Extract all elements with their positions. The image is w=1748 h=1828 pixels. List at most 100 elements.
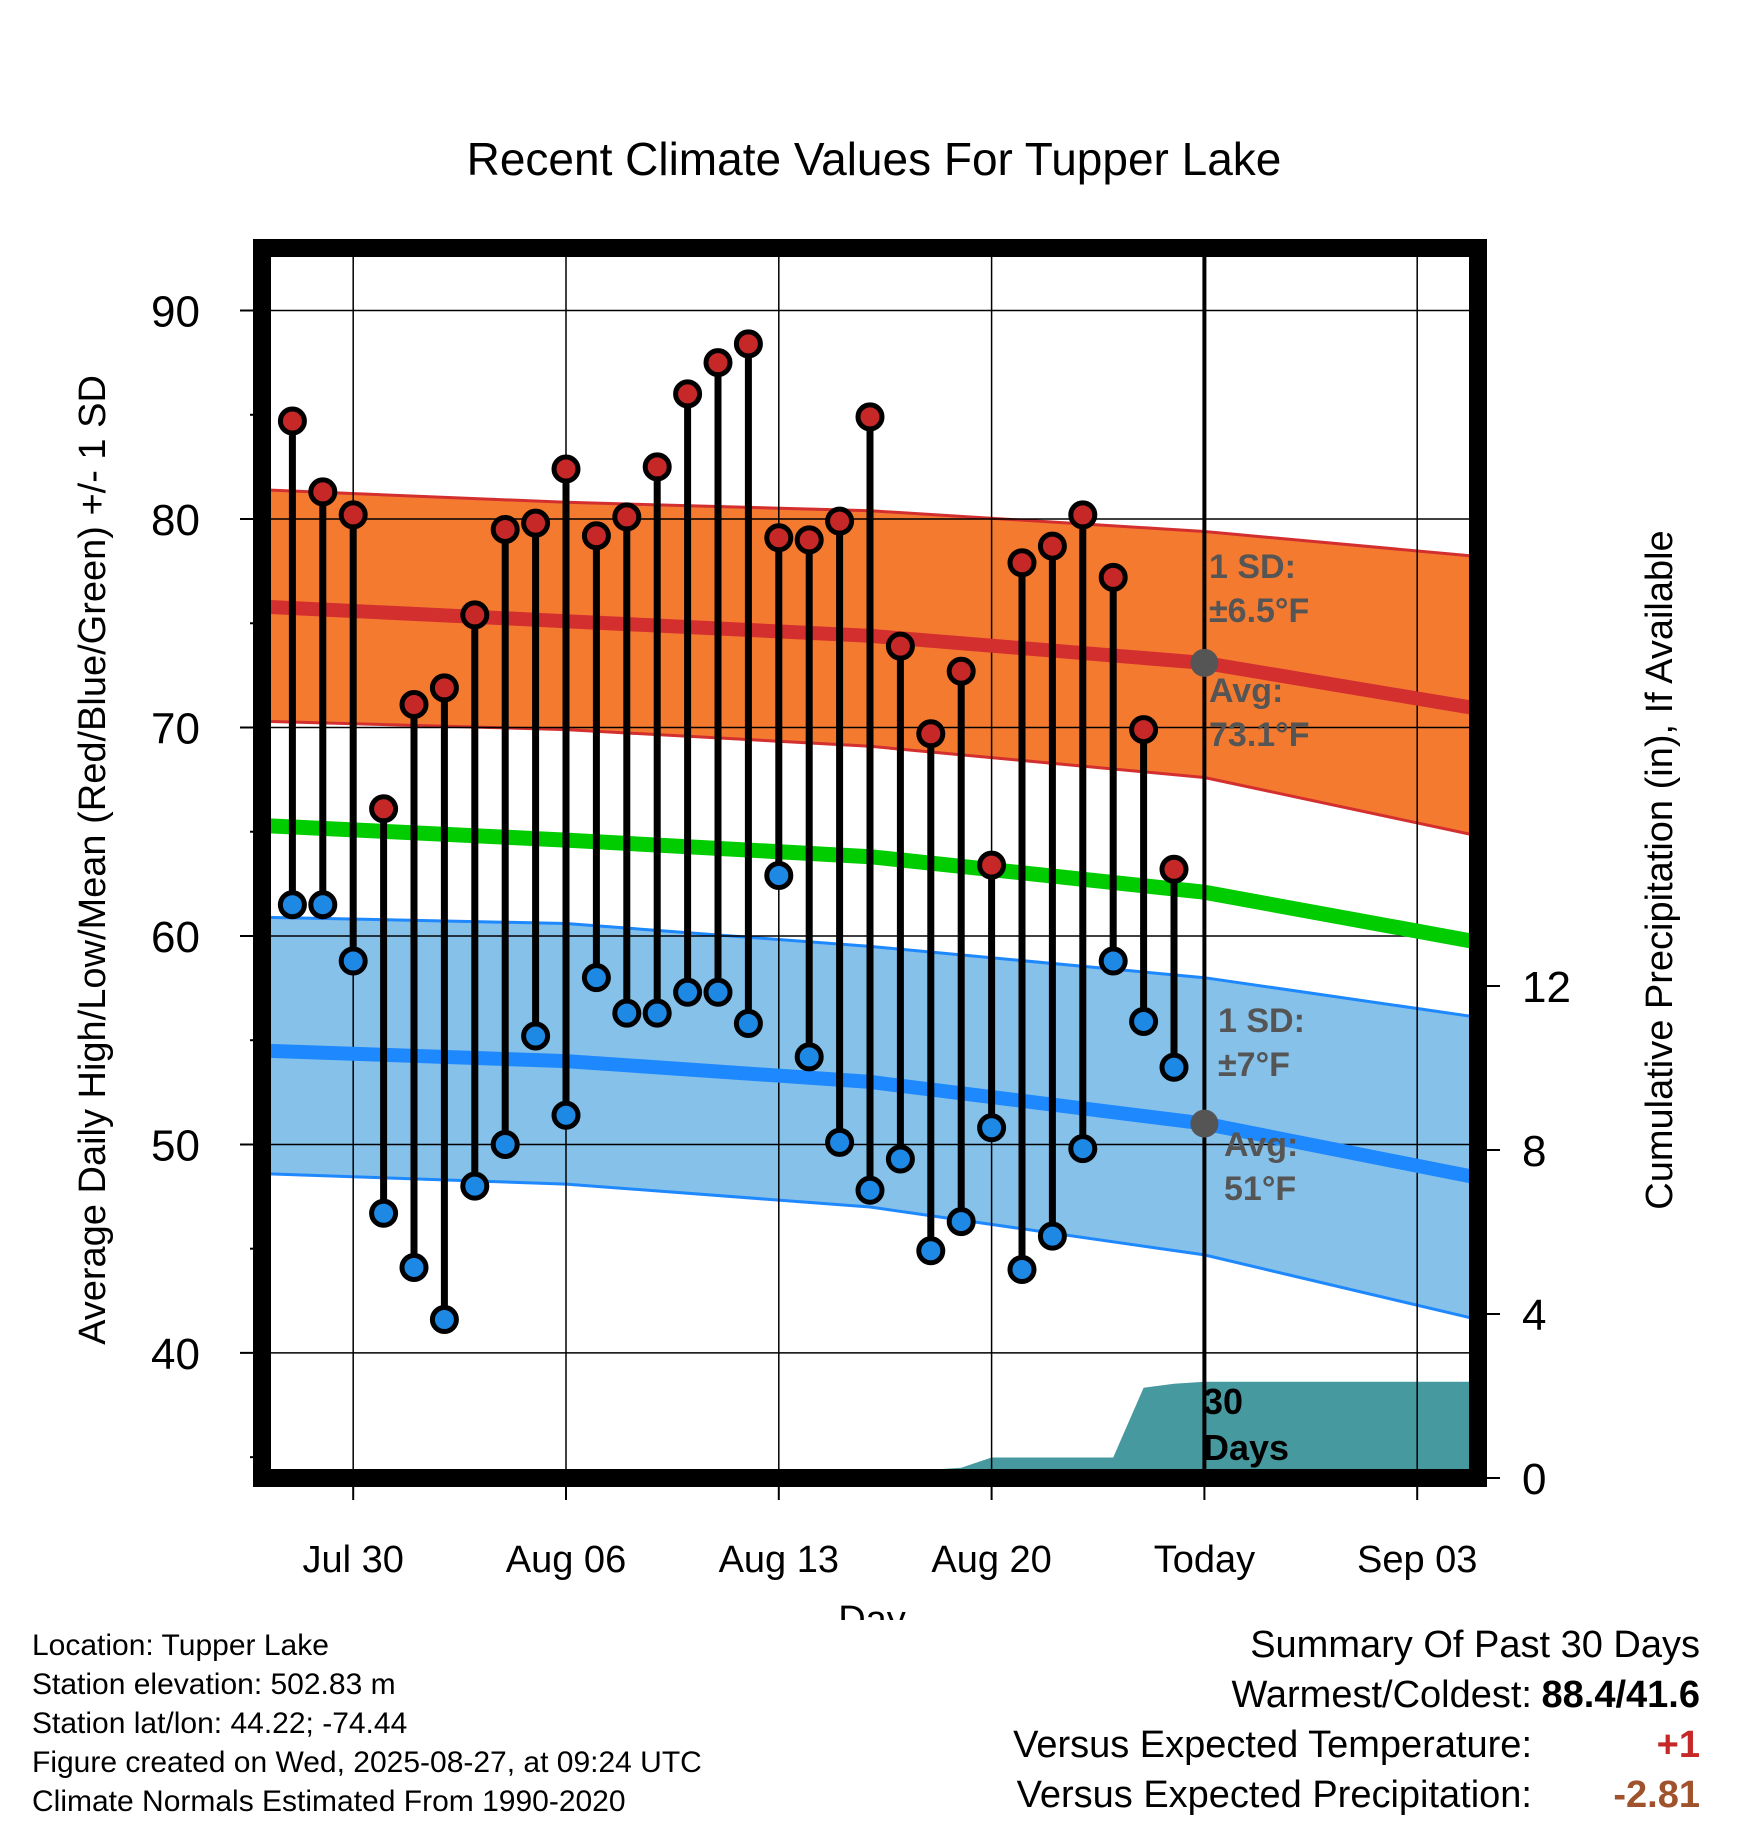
climate-chart: Recent Climate Values For Tupper Lake 1 …: [72, 133, 1681, 1620]
obs-low-point: [551, 1100, 581, 1130]
precip-days-label: Days: [1203, 1427, 1289, 1468]
obs-high-point: [825, 506, 855, 536]
obs-low-point: [521, 1021, 551, 1051]
obs-high-point: [521, 508, 551, 538]
obs-high-point: [1098, 562, 1128, 592]
precip-versus-label: Versus Expected Precipitation:: [1016, 1774, 1532, 1816]
x-tick-label: Aug 06: [506, 1539, 626, 1581]
elevation-text: Station elevation: 502.83 m: [32, 1668, 396, 1701]
precip-days-number: 30: [1203, 1381, 1243, 1422]
obs-low-point: [369, 1198, 399, 1228]
station-info: Location: Tupper Lake Station elevation:…: [32, 1626, 702, 1821]
obs-high-point: [308, 477, 338, 507]
obs-high-point: [855, 402, 885, 432]
obs-high-point: [885, 631, 915, 661]
obs-low-point: [429, 1305, 459, 1335]
obs-high-point: [642, 452, 672, 482]
temp-versus-value: +1: [1656, 1724, 1700, 1766]
y-axis-label: Average Daily High/Low/Mean (Red/Blue/Gr…: [72, 375, 114, 1345]
obs-low-point: [733, 1009, 763, 1039]
y2-tick-label: 4: [1522, 1291, 1546, 1340]
high-sd-label: 1 SD:: [1209, 548, 1296, 586]
obs-low-point: [1037, 1221, 1067, 1251]
obs-low-point: [1068, 1134, 1098, 1164]
obs-high-point: [581, 521, 611, 551]
obs-low-point: [1159, 1052, 1189, 1082]
today-high-normal-dot: [1190, 648, 1219, 677]
y2-tick-label: 8: [1522, 1127, 1546, 1176]
obs-high-point: [703, 348, 733, 378]
obs-high-point: [1068, 500, 1098, 530]
obs-low-point: [612, 998, 642, 1028]
x-tick-label: Today: [1154, 1539, 1255, 1581]
y2-tick-label: 12: [1522, 963, 1571, 1012]
obs-low-point: [642, 998, 672, 1028]
x-tick-label: Aug 13: [719, 1539, 839, 1581]
obs-low-point: [1007, 1255, 1037, 1285]
y-tick-label: 90: [151, 288, 200, 337]
obs-high-point: [673, 379, 703, 409]
obs-high-point: [369, 794, 399, 824]
obs-low-point: [916, 1236, 946, 1266]
obs-high-point: [733, 329, 763, 359]
high-avg-label: Avg:: [1209, 672, 1283, 710]
obs-high-point: [399, 690, 429, 720]
obs-low-point: [460, 1171, 490, 1201]
precip-versus-value: -2.81: [1613, 1774, 1700, 1816]
obs-low-point: [581, 963, 611, 993]
y-tick-label: 40: [151, 1330, 200, 1379]
plot-frame: [253, 239, 1487, 1487]
obs-low-point: [673, 977, 703, 1007]
obs-high-point: [916, 719, 946, 749]
precip-area: [262, 1381, 1478, 1478]
obs-high-point: [794, 525, 824, 555]
obs-high-point: [764, 523, 794, 553]
chart-title: Recent Climate Values For Tupper Lake: [467, 133, 1282, 185]
obs-high-point: [490, 514, 520, 544]
obs-high-point: [1129, 715, 1159, 745]
x-axis-label: Day: [838, 1599, 906, 1620]
low-sd-label: 1 SD:: [1218, 1002, 1305, 1040]
obs-low-point: [794, 1042, 824, 1072]
obs-low-point: [1098, 946, 1128, 976]
obs-high-point: [460, 600, 490, 630]
temp-versus-label: Versus Expected Temperature:: [1013, 1724, 1532, 1766]
summary-heading: Summary Of Past 30 Days: [1250, 1624, 1700, 1666]
location-text: Location: Tupper Lake: [32, 1629, 329, 1662]
warmest-coldest-value: 88.4/41.6: [1541, 1674, 1700, 1716]
obs-low-point: [977, 1113, 1007, 1143]
y2-axis-label: Cumulative Precipitation (in), If Availa…: [1639, 530, 1681, 1209]
obs-high-point: [612, 502, 642, 532]
obs-low-point: [764, 861, 794, 891]
obs-low-point: [703, 977, 733, 1007]
obs-high-point: [977, 850, 1007, 880]
x-tick-label: Aug 20: [931, 1539, 1051, 1581]
y-tick-label: 70: [151, 704, 200, 753]
obs-low-point: [946, 1207, 976, 1237]
x-tick-label: Jul 30: [302, 1539, 403, 1581]
obs-low-point: [308, 890, 338, 920]
y-tick-label: 60: [151, 913, 200, 962]
obs-low-point: [885, 1144, 915, 1174]
obs-low-point: [277, 890, 307, 920]
x-tick-label: Sep 03: [1357, 1539, 1477, 1581]
obs-low-point: [1129, 1006, 1159, 1036]
obs-low-point: [825, 1127, 855, 1157]
obs-low-point: [490, 1129, 520, 1159]
normals-text: Climate Normals Estimated From 1990-2020: [32, 1785, 626, 1818]
obs-high-point: [338, 500, 368, 530]
today-low-normal-dot: [1190, 1109, 1219, 1138]
obs-high-point: [277, 406, 307, 436]
warmest-coldest-label: Warmest/Coldest:: [1231, 1674, 1532, 1716]
obs-high-point: [1037, 531, 1067, 561]
high-sd-value: ±6.5°F: [1209, 592, 1309, 630]
low-avg-label: Avg:: [1224, 1126, 1298, 1164]
low-sd-value: ±7°F: [1218, 1046, 1290, 1084]
high-avg-value: 73.1°F: [1209, 716, 1310, 754]
obs-low-point: [855, 1175, 885, 1205]
obs-high-point: [1159, 854, 1189, 884]
obs-low-point: [338, 946, 368, 976]
obs-high-point: [946, 656, 976, 686]
obs-high-point: [551, 454, 581, 484]
obs-high-point: [429, 673, 459, 703]
